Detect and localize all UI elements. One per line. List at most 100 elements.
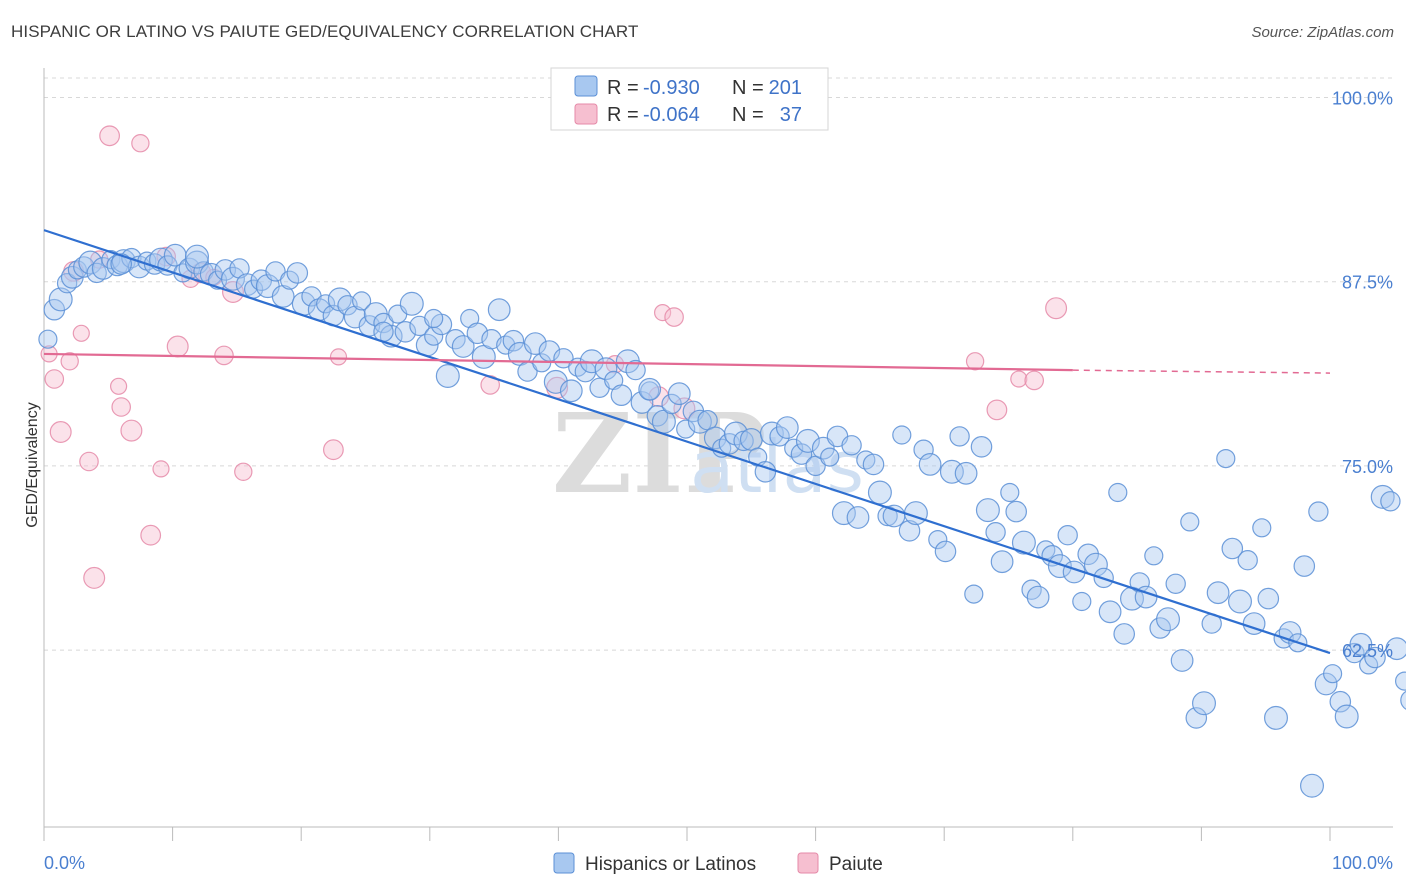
hispanic-point xyxy=(1308,501,1329,522)
hispanic-point xyxy=(975,498,1000,523)
paiute-point xyxy=(83,566,106,589)
hispanic-point xyxy=(286,262,309,284)
paiute-point xyxy=(72,324,90,342)
bottom-legend-label-paiute: Paiute xyxy=(829,854,883,875)
hispanic-points xyxy=(38,243,1406,798)
hispanic-point xyxy=(1021,579,1042,600)
hispanic-point xyxy=(970,435,993,458)
hispanic-point xyxy=(918,453,942,476)
hispanic-point xyxy=(769,426,790,447)
bottom-legend: Hispanics or Latinos Paiute xyxy=(553,852,883,875)
legend-n-label-2: N = xyxy=(732,104,764,126)
hispanic-point xyxy=(841,435,862,456)
paiute-point xyxy=(49,421,72,444)
hispanic-point xyxy=(451,335,475,358)
paiute-points xyxy=(40,125,1068,589)
hispanic-point xyxy=(229,258,250,279)
legend-r-value-2: -0.064 xyxy=(643,104,700,126)
hispanic-point xyxy=(892,425,912,445)
legend-n-value-2: 37 xyxy=(780,104,802,126)
hispanic-point xyxy=(625,359,646,381)
paiute-point xyxy=(234,462,253,481)
hispanic-point xyxy=(48,287,73,312)
paiute-point xyxy=(60,352,79,371)
legend-r-label-2: R = xyxy=(607,104,639,126)
legend-n-value-1: 201 xyxy=(769,77,802,99)
hispanic-point xyxy=(820,447,840,467)
hispanic-point xyxy=(1005,500,1027,523)
paiute-point xyxy=(156,246,176,267)
hispanic-point xyxy=(1077,543,1099,566)
hispanic-point xyxy=(496,335,516,355)
paiute-point xyxy=(111,397,131,417)
hispanic-point xyxy=(928,529,948,550)
y-tick-label-2: 87.5% xyxy=(1342,273,1393,293)
hispanic-point xyxy=(1349,632,1373,656)
hispanic-point xyxy=(795,428,820,453)
hispanic-point xyxy=(185,244,210,269)
hispanic-point xyxy=(1395,671,1406,691)
legend-r-value-1: -0.930 xyxy=(643,77,700,99)
hispanic-point xyxy=(790,443,813,465)
hispanic-point xyxy=(877,505,898,527)
y-tick-labels: 62.5% 75.0% 87.5% 100.0% xyxy=(1332,88,1393,661)
hispanic-point xyxy=(1000,482,1020,503)
hispanic-point xyxy=(1165,573,1186,595)
hispanic-point xyxy=(1170,649,1194,672)
x-tick-label-0: 0.0% xyxy=(44,853,85,873)
hispanic-point xyxy=(1385,637,1406,661)
hispanic-point xyxy=(862,453,885,476)
hispanic-point xyxy=(38,329,58,349)
paiute-point xyxy=(79,451,99,472)
hispanic-point xyxy=(1108,482,1128,503)
paiute-point xyxy=(323,439,344,461)
hispanic-point xyxy=(1221,537,1244,560)
chart-title: HISPANIC OR LATINO VS PAIUTE GED/EQUIVAL… xyxy=(11,22,639,41)
legend-swatch-paiute xyxy=(574,103,598,125)
hispanic-point xyxy=(903,501,928,526)
hispanic-point xyxy=(954,461,978,485)
hispanic-point xyxy=(610,384,633,406)
hispanic-point xyxy=(435,364,460,389)
hispanic-point xyxy=(811,436,835,460)
paiute-point xyxy=(653,304,672,322)
hispanic-point xyxy=(559,379,583,403)
hispanic-point xyxy=(934,540,957,563)
hispanic-point xyxy=(265,261,286,282)
hispanic-point xyxy=(831,501,856,526)
hispanic-point xyxy=(990,550,1014,574)
hispanic-point xyxy=(1072,591,1092,612)
hispanic-point xyxy=(667,382,691,406)
y-axis-label: GED/Equivalency xyxy=(24,402,41,527)
paiute-point xyxy=(965,352,985,371)
hispanic-point xyxy=(1185,707,1208,729)
hispanic-point xyxy=(703,426,727,450)
paiute-trend-extension xyxy=(1072,369,1331,374)
legend-swatch-hispanic xyxy=(574,75,598,97)
hispanic-point xyxy=(712,438,732,458)
hispanic-trend-line xyxy=(43,229,1331,655)
hispanic-point xyxy=(949,426,970,447)
top-legend: R = -0.930 N = 201 R = -0.064 N = 37 xyxy=(550,67,829,131)
hispanic-point xyxy=(964,584,984,604)
hispanic-point xyxy=(687,409,712,434)
hispanic-point xyxy=(1263,705,1288,730)
hispanic-point xyxy=(1144,546,1164,566)
hispanic-point xyxy=(1180,512,1200,532)
paiute-trend-line xyxy=(43,352,1073,372)
hispanic-point xyxy=(1257,587,1280,610)
hispanic-point xyxy=(67,260,88,280)
chart-source: Source: ZipAtlas.com xyxy=(1251,24,1394,41)
paiute-point xyxy=(1024,370,1044,391)
trend-lines xyxy=(43,229,1331,655)
paiute-point xyxy=(109,377,128,395)
hispanic-point xyxy=(1252,518,1272,538)
y-tick-label-0: 62.5% xyxy=(1342,641,1393,661)
hispanic-point xyxy=(1237,550,1258,571)
paiute-point xyxy=(131,133,150,153)
hispanic-point xyxy=(1334,704,1359,729)
hispanic-point xyxy=(271,285,295,308)
hispanic-point xyxy=(1314,672,1338,696)
hispanic-point xyxy=(1329,690,1352,713)
hispanic-point xyxy=(723,421,748,446)
